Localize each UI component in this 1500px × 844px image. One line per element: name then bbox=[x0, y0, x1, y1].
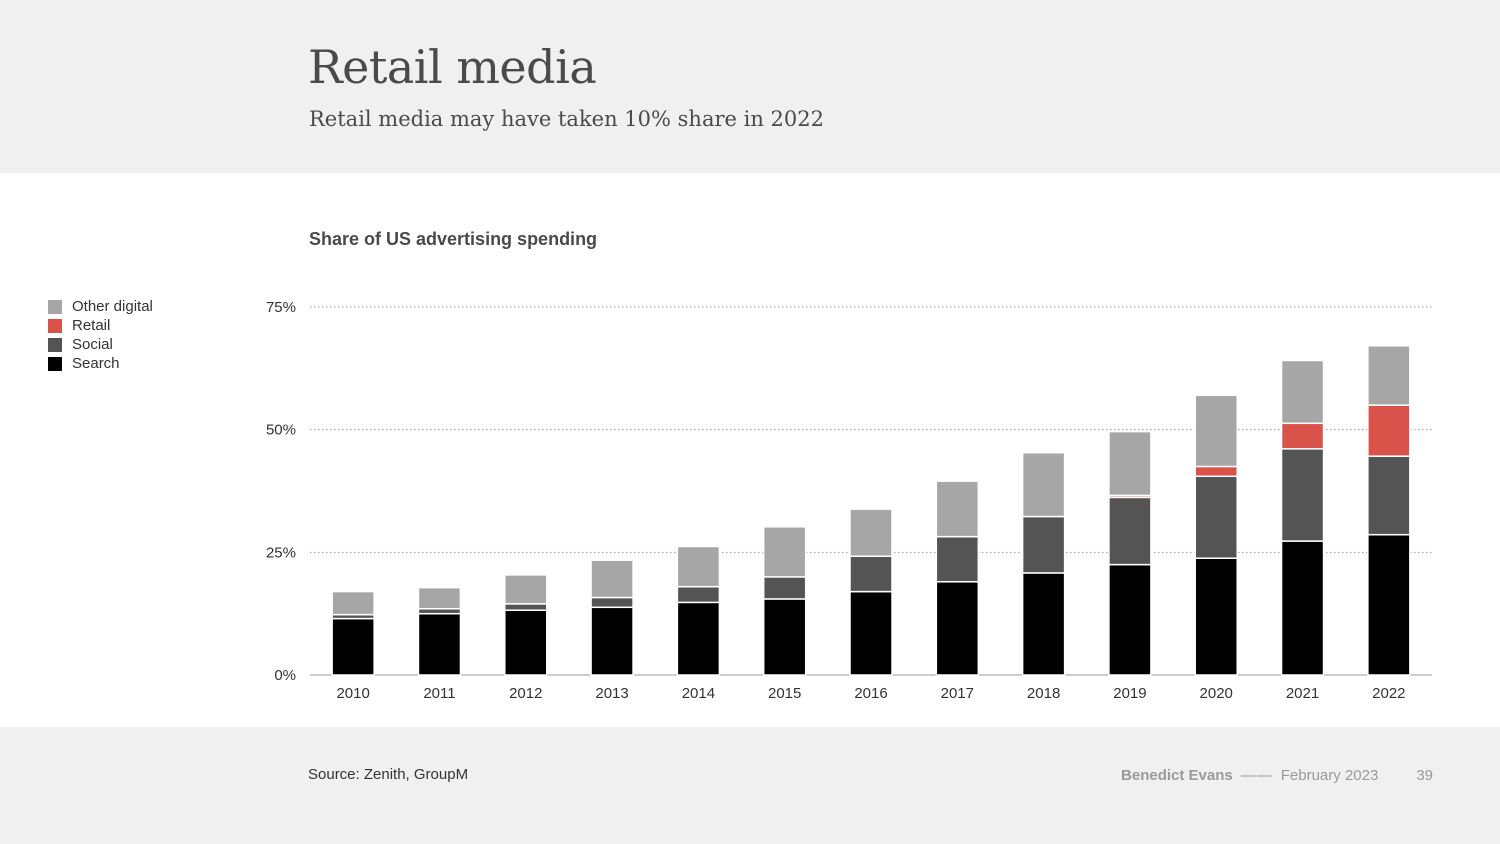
bar-social-2021 bbox=[1280, 448, 1325, 542]
bar-retail-2022 bbox=[1367, 404, 1411, 457]
bar-search-2014 bbox=[676, 601, 721, 676]
bar-other-digital-2013 bbox=[590, 559, 634, 599]
bar-social-2017 bbox=[935, 535, 980, 583]
x-tick-label: 2022 bbox=[1372, 685, 1405, 702]
slide-header: Retail media Retail media may have taken… bbox=[0, 0, 1500, 173]
legend-item-search: Search bbox=[48, 354, 153, 373]
bar-other-digital-2010 bbox=[331, 590, 375, 616]
page-number: 39 bbox=[1416, 767, 1433, 784]
bar-search-2011 bbox=[417, 612, 462, 676]
bar-search-2015 bbox=[762, 598, 807, 676]
y-tick-label: 25% bbox=[266, 544, 296, 561]
bar-social-2020 bbox=[1194, 475, 1238, 559]
date-label: February 2023 bbox=[1280, 767, 1379, 784]
bar-other-digital-2022 bbox=[1367, 345, 1411, 406]
slide-title: Retail media bbox=[308, 40, 597, 94]
bar-search-2019 bbox=[1108, 563, 1152, 676]
bar-retail-2021 bbox=[1280, 422, 1325, 450]
legend-item-other-digital: Other digital bbox=[48, 297, 153, 316]
bar-social-2022 bbox=[1367, 455, 1411, 536]
bar-other-digital-2021 bbox=[1280, 359, 1325, 425]
x-tick-label: 2013 bbox=[595, 685, 628, 702]
bar-other-digital-2012 bbox=[504, 574, 548, 605]
chart-legend: Other digital Retail Social Search bbox=[48, 297, 153, 373]
y-tick-label: 50% bbox=[266, 422, 296, 439]
source-note: Source: Zenith, GroupM bbox=[308, 766, 469, 783]
x-tick-label: 2010 bbox=[336, 685, 369, 702]
credit-separator: —— bbox=[1240, 767, 1273, 784]
bar-other-digital-2019 bbox=[1108, 430, 1152, 497]
slide-subtitle: Retail media may have taken 10% share in… bbox=[309, 107, 824, 131]
bar-search-2020 bbox=[1194, 557, 1238, 676]
legend-swatch bbox=[48, 318, 62, 333]
legend-swatch bbox=[48, 337, 62, 352]
x-tick-label: 2016 bbox=[854, 685, 887, 702]
bar-other-digital-2014 bbox=[676, 545, 721, 588]
y-tick-label: 0% bbox=[274, 667, 296, 684]
bar-social-2018 bbox=[1021, 515, 1066, 574]
bar-social-2019 bbox=[1108, 496, 1152, 566]
x-tick-label: 2015 bbox=[768, 685, 801, 702]
legend-label: Search bbox=[72, 355, 120, 372]
legend-label: Retail bbox=[72, 317, 111, 334]
bar-other-digital-2015 bbox=[762, 526, 807, 578]
bar-search-2018 bbox=[1021, 572, 1066, 676]
legend-item-retail: Retail bbox=[48, 316, 153, 335]
bar-social-2013 bbox=[590, 596, 634, 609]
bar-social-2014 bbox=[676, 585, 721, 604]
chart-title: Share of US advertising spending bbox=[309, 229, 598, 249]
stacked-bar-chart: 0% 25% 50% 75% 2010 2011 2012 2013 2014 2015 2016 2… bbox=[266, 299, 1432, 702]
bar-retail-2020 bbox=[1194, 465, 1238, 478]
bar-search-2022 bbox=[1367, 533, 1411, 676]
bar-other-digital-2020 bbox=[1194, 394, 1238, 468]
legend-label: Social bbox=[72, 336, 113, 353]
bar-search-2021 bbox=[1280, 540, 1325, 676]
x-tick-label: 2011 bbox=[423, 685, 455, 702]
bar-social-2016 bbox=[849, 555, 893, 593]
x-tick-label: 2021 bbox=[1286, 685, 1319, 702]
y-tick-label: 75% bbox=[266, 299, 296, 316]
x-tick-label: 2012 bbox=[509, 685, 542, 702]
x-tick-label: 2019 bbox=[1113, 685, 1146, 702]
bar-social-2012 bbox=[504, 603, 548, 611]
bar-search-2017 bbox=[935, 581, 980, 676]
bar-search-2012 bbox=[504, 609, 548, 676]
author-name: Benedict Evans bbox=[1121, 767, 1233, 784]
bar-other-digital-2016 bbox=[849, 508, 893, 558]
x-tick-label: 2020 bbox=[1200, 685, 1233, 702]
bar-other-digital-2018 bbox=[1021, 451, 1066, 518]
credit-line: Benedict Evans —— February 2023 39 bbox=[1121, 767, 1433, 784]
x-tick-label: 2017 bbox=[941, 685, 974, 702]
bar-social-2015 bbox=[762, 576, 807, 600]
legend-label: Other digital bbox=[72, 298, 153, 315]
bar-other-digital-2017 bbox=[935, 480, 980, 538]
chart-panel: Share of US advertising spending Other d… bbox=[0, 173, 1500, 727]
x-tick-label: 2014 bbox=[682, 685, 715, 702]
bar-search-2016 bbox=[849, 590, 893, 676]
bar-search-2010 bbox=[331, 617, 375, 676]
x-tick-label: 2018 bbox=[1027, 685, 1060, 702]
bar-search-2013 bbox=[590, 606, 634, 676]
legend-swatch bbox=[48, 356, 62, 371]
legend-swatch bbox=[48, 299, 62, 314]
legend-item-social: Social bbox=[48, 335, 153, 354]
slide-footer: Source: Zenith, GroupM Benedict Evans ——… bbox=[0, 727, 1500, 844]
bar-other-digital-2011 bbox=[417, 586, 462, 610]
